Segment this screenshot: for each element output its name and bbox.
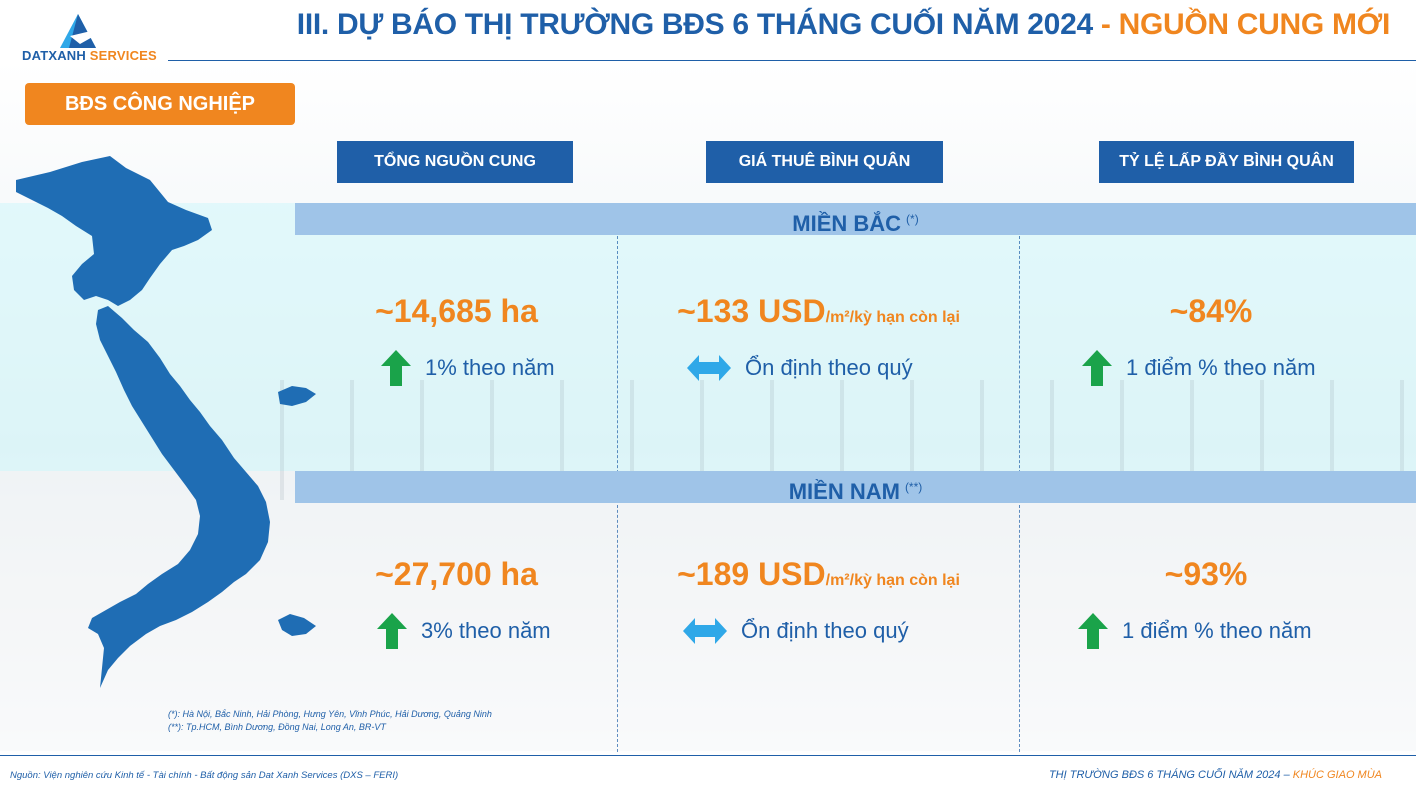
footer-report-title: THỊ TRƯỜNG BĐS 6 THÁNG CUỐI NĂM 2024 – K… (1049, 769, 1382, 781)
supply-trend-north: 1% theo năm (381, 350, 555, 386)
supply-trend-label: 3% theo năm (421, 618, 551, 643)
column-header-occupancy: TỶ LỆ LẤP ĐẦY BÌNH QUÂN (1099, 141, 1354, 183)
rent-value-unit: /m²/kỳ hạn còn lại (825, 572, 960, 589)
region-note-mark: (*) (906, 212, 919, 226)
region-name-south: MIỀN NAM (788, 479, 900, 504)
arrow-up-icon (381, 350, 411, 386)
page-title-separator: - (1092, 8, 1119, 41)
region-bar-north: MIỀN BẮC (*) (295, 203, 1416, 236)
footnote-north: (*): Hà Nội, Bắc Ninh, Hải Phòng, Hưng Y… (168, 709, 492, 719)
occupancy-trend-label: 1 điểm % theo năm (1122, 618, 1312, 643)
footer-divider (0, 755, 1416, 756)
rent-trend-south: Ổn định theo quý (683, 618, 909, 644)
region-note-mark: (**) (904, 480, 923, 494)
rent-value-north: ~133 USD/m²/kỳ hạn còn lại (618, 293, 1019, 330)
background-band-north (0, 203, 1416, 471)
occupancy-trend-north: 1 điểm % theo năm (1082, 350, 1316, 386)
column-header-rent: GIÁ THUÊ BÌNH QUÂN (706, 141, 943, 183)
occupancy-trend-label: 1 điểm % theo năm (1126, 355, 1316, 380)
occupancy-value-north: ~84% (1169, 293, 1253, 329)
page-title-accent: NGUỒN CUNG MỚI (1118, 8, 1391, 41)
footnote-south: (**): Tp.HCM, Bình Dương, Đồng Nai, Long… (168, 722, 386, 732)
rent-value-unit: /m²/kỳ hạn còn lại (825, 309, 960, 326)
arrow-up-icon (1078, 613, 1108, 649)
rent-value-main: ~133 USD (677, 293, 826, 329)
section-badge: BĐS CÔNG NGHIỆP (25, 83, 295, 125)
logo-text-sub: SERVICES (86, 48, 157, 63)
region-bar-south: MIỀN NAM (**) (295, 471, 1416, 504)
rent-value-south: ~189 USD/m²/kỳ hạn còn lại (618, 556, 1019, 593)
region-name-north: MIỀN BẮC (792, 211, 902, 236)
arrow-up-icon (377, 613, 407, 649)
supply-value-south: ~27,700 ha (375, 556, 538, 592)
footer-report-title-accent: KHÚC GIAO MÙA (1292, 769, 1382, 781)
logo-text: DATXANH SERVICES (22, 48, 157, 63)
occupancy-trend-south: 1 điểm % theo năm (1078, 613, 1312, 649)
supply-value-north: ~14,685 ha (375, 293, 538, 329)
arrow-left-right-icon (683, 618, 727, 644)
header-divider (168, 60, 1416, 61)
footer-report-title-main: THỊ TRƯỜNG BĐS 6 THÁNG CUỐI NĂM 2024 – (1048, 769, 1293, 781)
page-title-main: III. DỰ BÁO THỊ TRƯỜNG BĐS 6 THÁNG CUỐI … (296, 8, 1093, 41)
footer-source: Nguồn: Viện nghiên cứu Kinh tế - Tài chí… (10, 770, 399, 781)
supply-trend-label: 1% theo năm (425, 355, 555, 380)
arrow-left-right-icon (687, 355, 731, 381)
supply-trend-south: 3% theo năm (377, 613, 551, 649)
logo-mark-icon (60, 14, 112, 48)
rent-trend-label: Ổn định theo quý (741, 618, 909, 643)
arrow-up-icon (1082, 350, 1112, 386)
column-header-supply: TỔNG NGUỒN CUNG (337, 141, 573, 183)
page-title: III. DỰ BÁO THỊ TRƯỜNG BĐS 6 THÁNG CUỐI … (296, 8, 1391, 42)
logo (20, 10, 170, 66)
rent-trend-north: Ổn định theo quý (687, 355, 913, 381)
occupancy-value-south: ~93% (1164, 556, 1248, 592)
footnotes: (*): Hà Nội, Bắc Ninh, Hải Phòng, Hưng Y… (168, 708, 492, 734)
logo-text-main: DATXANH (22, 48, 86, 63)
rent-value-main: ~189 USD (677, 556, 826, 592)
vietnam-map-icon (10, 150, 330, 700)
rent-trend-label: Ổn định theo quý (745, 355, 913, 380)
